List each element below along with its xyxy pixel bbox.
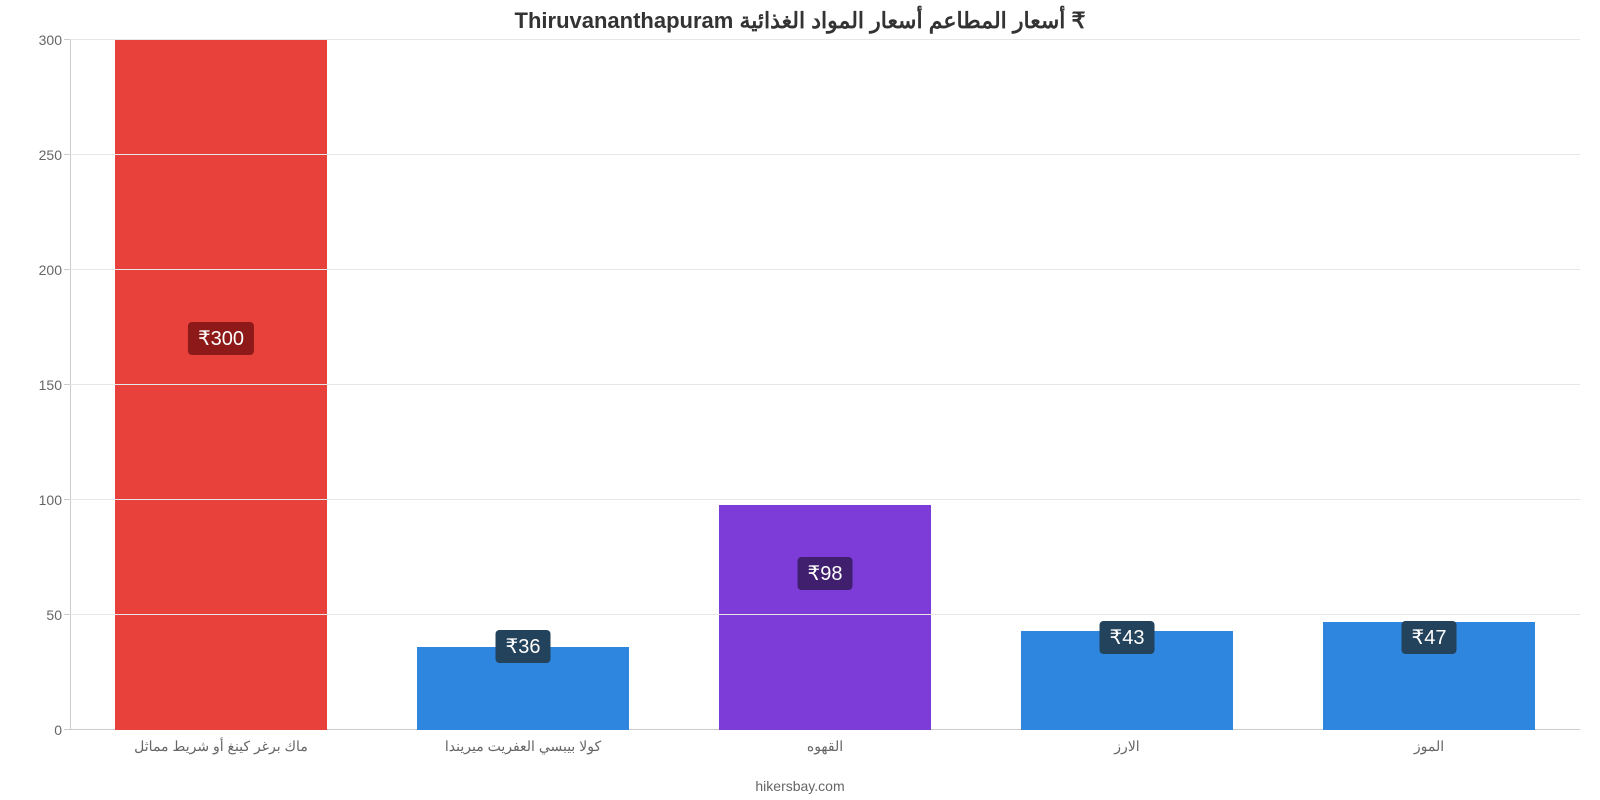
gridline: [70, 269, 1580, 270]
bar-value-label: ₹98: [798, 557, 853, 590]
y-tick-mark: [64, 614, 70, 615]
bar-value-label: ₹300: [188, 322, 254, 355]
footer-credit: hikersbay.com: [0, 778, 1600, 794]
y-tick-label: 0: [54, 722, 62, 738]
bar-slot: ₹43الارز: [976, 40, 1278, 730]
bar: [719, 505, 930, 730]
bar-slot: ₹98القهوه: [674, 40, 976, 730]
category-label: الارز: [1114, 738, 1139, 755]
y-tick-mark: [64, 154, 70, 155]
y-tick-label: 50: [46, 607, 62, 623]
y-tick-mark: [64, 269, 70, 270]
bar-value-label: ₹47: [1402, 621, 1457, 654]
category-label: كولا بيبسي العفريت ميريندا: [445, 738, 601, 755]
bar-slot: ₹36كولا بيبسي العفريت ميريندا: [372, 40, 674, 730]
bar-value-label: ₹43: [1100, 621, 1155, 654]
y-tick-label: 150: [39, 377, 62, 393]
y-tick-mark: [64, 499, 70, 500]
bar-value-label: ₹36: [496, 630, 551, 663]
bar-slot: ₹47الموز: [1278, 40, 1580, 730]
category-label: ماك برغر كينغ أو شريط مماثل: [134, 738, 308, 755]
y-tick-label: 300: [39, 32, 62, 48]
y-tick-label: 100: [39, 492, 62, 508]
bar-slot: ₹300ماك برغر كينغ أو شريط مماثل: [70, 40, 372, 730]
gridline: [70, 39, 1580, 40]
bars-container: ₹300ماك برغر كينغ أو شريط مماثل₹36كولا ب…: [70, 40, 1580, 730]
category-label: الموز: [1414, 738, 1444, 755]
y-tick-mark: [64, 39, 70, 40]
plot-area: ₹300ماك برغر كينغ أو شريط مماثل₹36كولا ب…: [70, 40, 1580, 730]
y-tick-mark: [64, 384, 70, 385]
gridline: [70, 154, 1580, 155]
category-label: القهوه: [807, 738, 843, 755]
gridline: [70, 614, 1580, 615]
gridline: [70, 499, 1580, 500]
y-tick-mark: [64, 729, 70, 730]
y-tick-label: 250: [39, 147, 62, 163]
chart-title: Thiruvananthapuram أسعار المطاعم أسعار ا…: [0, 8, 1600, 34]
bar: [115, 40, 326, 730]
y-tick-label: 200: [39, 262, 62, 278]
gridline: [70, 384, 1580, 385]
